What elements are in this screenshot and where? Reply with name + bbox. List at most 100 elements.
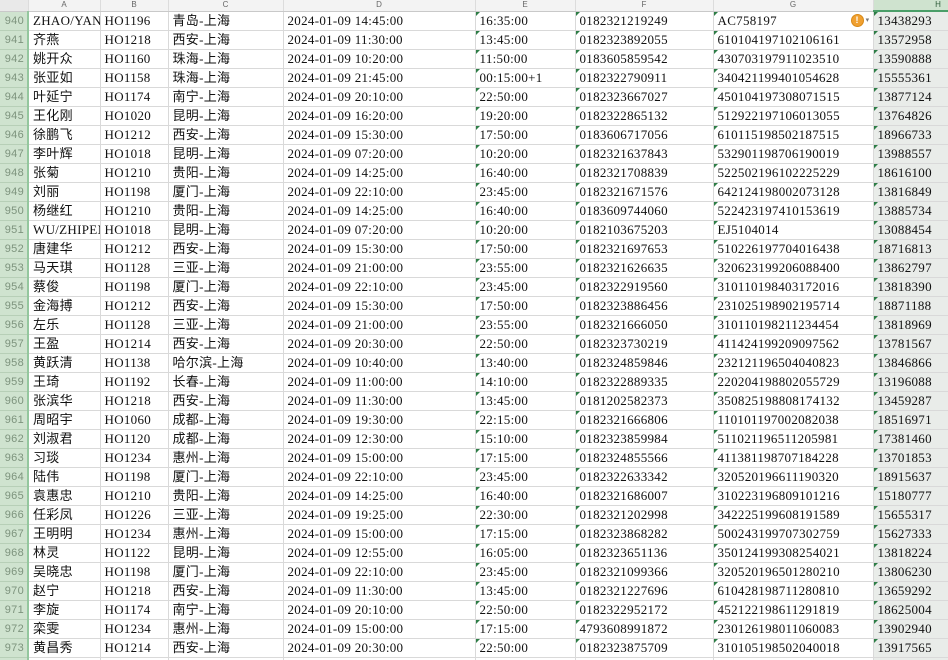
cell-flight-number[interactable]: HO1218 (100, 30, 169, 50)
row-number[interactable]: 945 (0, 106, 29, 126)
cell-passenger-name[interactable]: 金海搏 (28, 296, 101, 316)
cell-arrival-time[interactable]: 23:45:00 (475, 277, 576, 297)
column-header-h[interactable]: H (873, 0, 948, 12)
cell-passenger-name[interactable]: 王盈 (28, 334, 101, 354)
cell-arrival-time[interactable]: 10:20:00 (475, 220, 576, 240)
cell-passenger-name[interactable]: 林灵 (28, 543, 101, 563)
cell-passenger-name[interactable]: 叶延宁 (28, 87, 101, 107)
cell-phone-number[interactable]: 13781567 (872, 334, 948, 354)
cell-passenger-name[interactable]: 习琰 (28, 448, 101, 468)
row-number[interactable]: 956 (0, 315, 29, 335)
cell-arrival-time[interactable]: 23:55:00 (475, 258, 576, 278)
cell-route[interactable]: 青岛-上海 (168, 11, 284, 31)
cell-arrival-time[interactable]: 15:10:00 (475, 429, 576, 449)
cell-phone-number[interactable]: 13572958 (872, 30, 948, 50)
cell-route[interactable]: 惠州-上海 (168, 619, 284, 639)
cell-arrival-time[interactable]: 16:05:00 (475, 543, 576, 563)
cell-id-number[interactable]: 110101197002082038 (713, 410, 874, 430)
cell-route[interactable]: 惠州-上海 (168, 524, 284, 544)
cell-ticket-number[interactable]: 0182322952172 (575, 600, 714, 620)
cell-phone-number[interactable]: 13846866 (872, 353, 948, 373)
cell-id-number[interactable]: 230126198011060083 (713, 619, 874, 639)
cell-passenger-name[interactable]: 姚开众 (28, 49, 101, 69)
cell-departure-datetime[interactable]: 2024-01-09 16:20:00 (283, 106, 476, 126)
row-number[interactable]: 959 (0, 372, 29, 392)
cell-arrival-time[interactable]: 22:50:00 (475, 87, 576, 107)
cell-phone-number[interactable]: 13438293 (872, 11, 948, 31)
row-number[interactable]: 952 (0, 239, 29, 259)
row-number[interactable]: 946 (0, 125, 29, 145)
row-number[interactable]: 969 (0, 562, 29, 582)
cell-phone-number[interactable]: 13806230 (872, 562, 948, 582)
row-number[interactable]: 941 (0, 30, 29, 50)
cell-passenger-name[interactable]: 张菊 (28, 163, 101, 183)
row-number[interactable]: 964 (0, 467, 29, 487)
cell-flight-number[interactable]: HO1120 (100, 429, 169, 449)
row-number[interactable]: 965 (0, 486, 29, 506)
row-number[interactable]: 948 (0, 163, 29, 183)
cell-ticket-number[interactable]: 0182321697653 (575, 239, 714, 259)
cell-flight-number[interactable]: HO1122 (100, 543, 169, 563)
cell-id-number[interactable]: 511021196511205981 (713, 429, 874, 449)
cell-route[interactable]: 昆明-上海 (168, 220, 284, 240)
cell-ticket-number[interactable]: 0182321666806 (575, 410, 714, 430)
row-number[interactable]: 940 (0, 11, 29, 31)
cell-arrival-time[interactable]: 16:40:00 (475, 486, 576, 506)
cell-flight-number[interactable]: HO1198 (100, 562, 169, 582)
cell-flight-number[interactable]: HO1234 (100, 524, 169, 544)
column-header-c[interactable]: C (168, 0, 284, 12)
cell-passenger-name[interactable]: 齐燕 (28, 30, 101, 50)
cell-arrival-time[interactable]: 19:20:00 (475, 106, 576, 126)
cell-flight-number[interactable]: HO1198 (100, 277, 169, 297)
cell-ticket-number[interactable]: 0182323886456 (575, 296, 714, 316)
cell-departure-datetime[interactable]: 2024-01-09 11:30:00 (283, 391, 476, 411)
cell-id-number[interactable]: 610428198711280810 (713, 581, 874, 601)
cell-route[interactable]: 厦门-上海 (168, 277, 284, 297)
cell-flight-number[interactable]: HO1214 (100, 334, 169, 354)
cell-phone-number[interactable]: 13196088 (872, 372, 948, 392)
cell-passenger-name[interactable]: 周昭宇 (28, 410, 101, 430)
cell-ticket-number[interactable]: 0182321686007 (575, 486, 714, 506)
cell-ticket-number[interactable]: 0181202582373 (575, 391, 714, 411)
cell-phone-number[interactable]: 13764826 (872, 106, 948, 126)
cell-passenger-name[interactable]: 刘丽 (28, 182, 101, 202)
row-number[interactable]: 949 (0, 182, 29, 202)
cell-passenger-name[interactable]: 王化刚 (28, 106, 101, 126)
cell-passenger-name[interactable]: 王琦 (28, 372, 101, 392)
cell-departure-datetime[interactable]: 2024-01-09 14:25:00 (283, 201, 476, 221)
cell-ticket-number[interactable]: 0182324859846 (575, 353, 714, 373)
cell-arrival-time[interactable]: 23:45:00 (475, 182, 576, 202)
cell-ticket-number[interactable]: 0182321219249 (575, 11, 714, 31)
cell-flight-number[interactable]: HO1020 (100, 106, 169, 126)
cell-route[interactable]: 成都-上海 (168, 429, 284, 449)
cell-flight-number[interactable]: HO1218 (100, 391, 169, 411)
cell-passenger-name[interactable]: 张滨华 (28, 391, 101, 411)
cell-departure-datetime[interactable]: 2024-01-09 14:45:00 (283, 11, 476, 31)
cell-departure-datetime[interactable]: 2024-01-09 20:10:00 (283, 600, 476, 620)
cell-flight-number[interactable] (100, 657, 169, 660)
cell-passenger-name[interactable]: 杨继红 (28, 201, 101, 221)
cell-route[interactable]: 成都-上海 (168, 410, 284, 430)
cell-route[interactable]: 西安-上海 (168, 239, 284, 259)
cell-id-number[interactable]: 510226197704016438 (713, 239, 874, 259)
cell-arrival-time[interactable]: 16:35:00 (475, 11, 576, 31)
cell-departure-datetime[interactable] (283, 657, 476, 660)
cell-ticket-number[interactable]: 0182321626635 (575, 258, 714, 278)
cell-route[interactable]: 贵阳-上海 (168, 486, 284, 506)
cell-departure-datetime[interactable]: 2024-01-09 10:20:00 (283, 49, 476, 69)
cell-flight-number[interactable]: HO1128 (100, 315, 169, 335)
row-number[interactable]: 954 (0, 277, 29, 297)
cell-departure-datetime[interactable]: 2024-01-09 21:45:00 (283, 68, 476, 88)
cell-arrival-time[interactable]: 23:55:00 (475, 315, 576, 335)
cell-passenger-name[interactable]: 马天琪 (28, 258, 101, 278)
cell-departure-datetime[interactable]: 2024-01-09 12:30:00 (283, 429, 476, 449)
cell-flight-number[interactable]: HO1226 (100, 505, 169, 525)
cell-departure-datetime[interactable]: 2024-01-09 15:00:00 (283, 524, 476, 544)
row-number[interactable]: 963 (0, 448, 29, 468)
cell-arrival-time[interactable]: 23:45:00 (475, 467, 576, 487)
cell-id-number[interactable]: 452122198611291819 (713, 600, 874, 620)
cell-id-number[interactable]: 350825198808174132 (713, 391, 874, 411)
cell-id-number[interactable]: 342225199608191589 (713, 505, 874, 525)
cell-route[interactable]: 西安-上海 (168, 334, 284, 354)
cell-passenger-name[interactable]: 栾雯 (28, 619, 101, 639)
